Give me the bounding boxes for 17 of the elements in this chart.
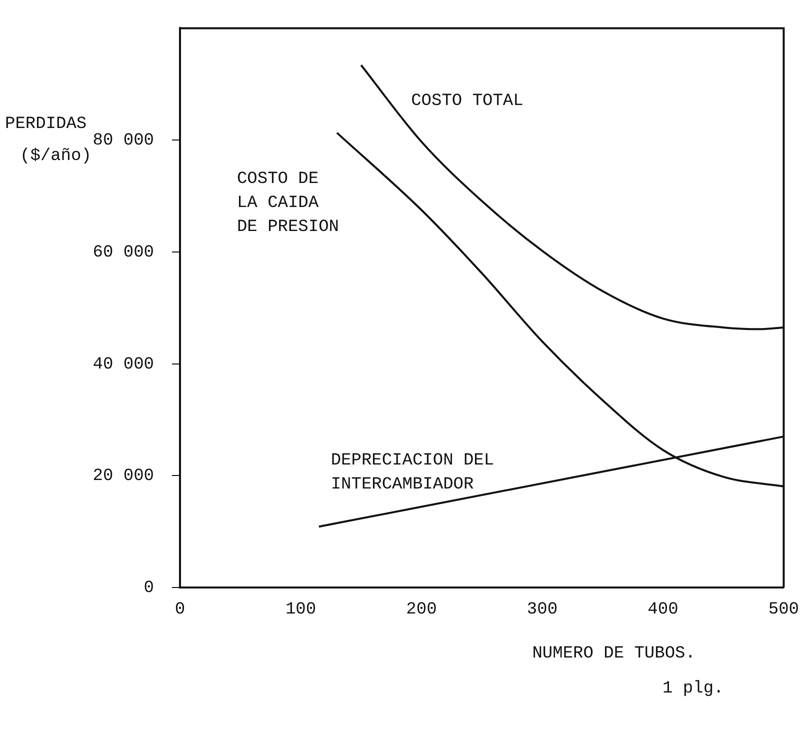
y-tick-label: 40 000: [92, 355, 154, 374]
y-tick-label: 0: [144, 579, 154, 598]
text: 1 plg.: [662, 680, 724, 699]
y-tick-label: 20 000: [92, 467, 154, 486]
series-label: DEPRECIACION DEL INTERCAMBIADOR: [330, 452, 494, 495]
y-tick-label: 60 000: [92, 243, 154, 262]
x-tick-label: 400: [648, 600, 678, 620]
y-axis-title: PERDIDAS ($/año): [5, 115, 92, 166]
x-tick-label: 100: [285, 600, 316, 620]
x-tick-label: 300: [526, 600, 558, 620]
series-label: COSTO DE LA CAIDA DE PRESION: [236, 170, 339, 237]
series-label: COSTO TOTAL: [411, 92, 524, 112]
x-tick-label: 200: [406, 600, 437, 620]
y-tick-label: 80 000: [92, 132, 154, 151]
x-tick-label: 500: [768, 600, 799, 620]
x-axis-title: NUMERO DE TUBOS.: [532, 644, 696, 664]
x-tick-label: 0: [174, 600, 186, 620]
